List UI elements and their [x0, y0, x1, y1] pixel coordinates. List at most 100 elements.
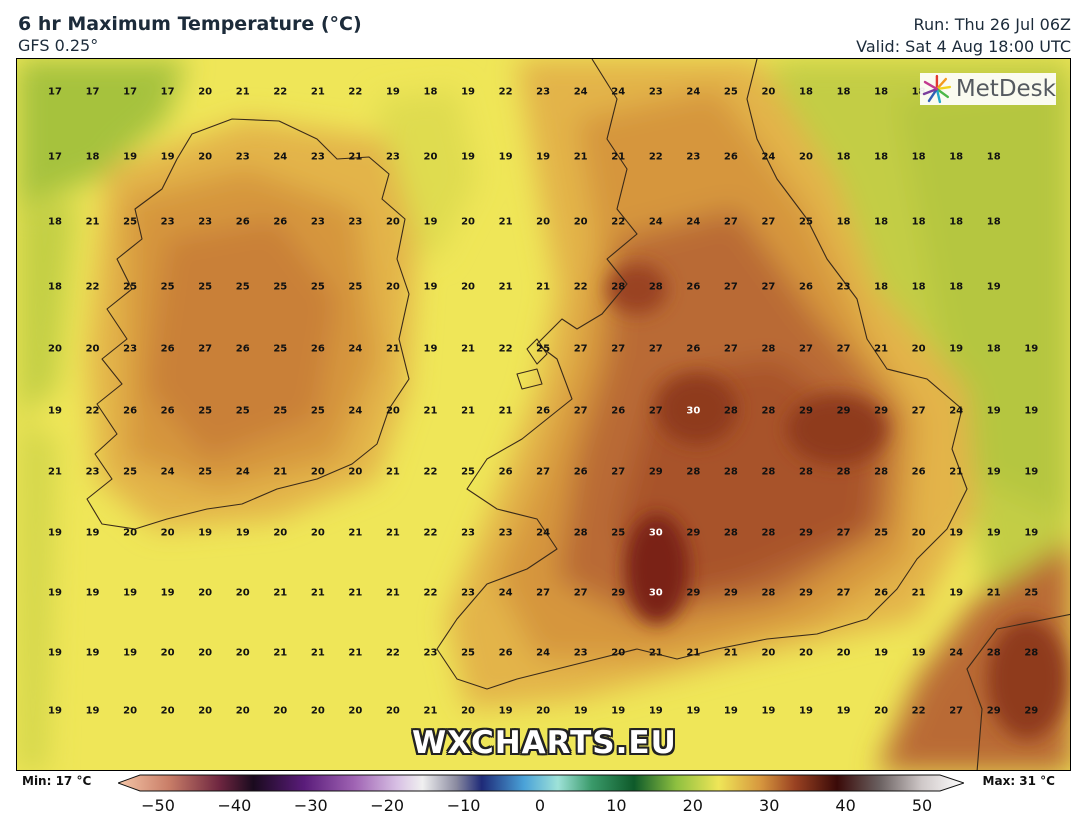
temperature-value: 23: [235, 151, 250, 163]
temperature-value: 19: [48, 405, 62, 417]
temperature-value: 28: [761, 587, 776, 599]
temperature-value: 23: [123, 343, 138, 355]
scale-tick-label: −20: [370, 796, 405, 815]
temperature-value: 27: [836, 343, 851, 355]
temperature-value: 26: [611, 405, 626, 417]
temperature-value: 23: [498, 527, 513, 539]
temperature-value: 20: [123, 705, 138, 717]
temperature-value: 27: [761, 281, 776, 293]
temperature-value: 28: [723, 405, 738, 417]
temperature-value: 20: [385, 405, 400, 417]
temperature-value: 20: [348, 466, 363, 478]
temperature-value: 27: [536, 466, 551, 478]
temperature-value: 19: [85, 647, 100, 659]
temperature-value: 27: [911, 405, 926, 417]
temperature-value: 17: [85, 86, 100, 98]
temperature-value: 18: [48, 281, 62, 293]
temperature-value: 26: [235, 343, 250, 355]
scale-tick-label: −10: [446, 796, 481, 815]
temperature-value: 23: [648, 86, 663, 98]
temperature-value: 19: [1024, 343, 1039, 355]
temperature-value: 19: [986, 466, 1001, 478]
temperature-value: 20: [874, 705, 889, 717]
temperature-value: 21: [385, 466, 400, 478]
temperature-value: 21: [723, 647, 738, 659]
temperature-value: 28: [836, 466, 851, 478]
scale-tick-label: 20: [682, 796, 703, 815]
temperature-value: 21: [385, 587, 400, 599]
temperature-value: 23: [461, 527, 476, 539]
temperature-value: 25: [273, 343, 288, 355]
temperature-value: 21: [611, 151, 626, 163]
temperature-value: 20: [123, 527, 138, 539]
temperature-value: 24: [348, 343, 363, 355]
temperature-value: 26: [911, 466, 926, 478]
temperature-value: 20: [310, 527, 325, 539]
temperature-value: 21: [498, 281, 513, 293]
temperature-value: 24: [273, 151, 288, 163]
temperature-value: 28: [723, 466, 738, 478]
temperature-value: 20: [273, 527, 288, 539]
temperature-value: 20: [310, 705, 325, 717]
temperature-value: 18: [911, 151, 926, 163]
temperature-value: 20: [198, 587, 213, 599]
temperature-value: 22: [423, 527, 438, 539]
temperature-value: 19: [48, 705, 62, 717]
temperature-value: 19: [986, 527, 1001, 539]
temperature-value: 19: [461, 151, 476, 163]
temperature-value: 26: [723, 151, 738, 163]
temperature-value: 28: [761, 466, 776, 478]
temperature-value: 25: [310, 281, 325, 293]
temperature-value: 22: [498, 86, 513, 98]
temperature-value: 20: [385, 281, 400, 293]
temperature-value: 18: [799, 86, 813, 98]
temperature-value: 25: [198, 466, 213, 478]
model-label: GFS 0.25°: [18, 36, 99, 55]
temperature-value: 21: [986, 587, 1001, 599]
temperature-value: 27: [949, 705, 964, 717]
temperature-value: 20: [160, 705, 175, 717]
temperature-value: 21: [235, 86, 250, 98]
temperature-value: 19: [123, 647, 138, 659]
temperature-value: 19: [799, 705, 813, 717]
temperature-value: 21: [348, 587, 363, 599]
temperature-value: 21: [461, 343, 476, 355]
temperature-value: 25: [123, 466, 138, 478]
temperature-value: 24: [686, 216, 701, 228]
temperature-value: 19: [949, 343, 964, 355]
temperature-value: 19: [48, 527, 62, 539]
temperature-value: 22: [385, 647, 400, 659]
temperature-value: 21: [949, 466, 964, 478]
temperature-value: 21: [423, 405, 438, 417]
temperature-value: 19: [1024, 527, 1039, 539]
temperature-value: 26: [160, 343, 175, 355]
temperature-value: 28: [723, 527, 738, 539]
temperature-value: 19: [498, 151, 513, 163]
temperature-value: 25: [273, 281, 288, 293]
temperature-value: 23: [536, 86, 551, 98]
temperature-value: 26: [686, 343, 701, 355]
temperature-value: 29: [799, 527, 813, 539]
temperature-value: 19: [1024, 405, 1039, 417]
color-scale-bar: [118, 774, 964, 792]
temperature-value: 22: [423, 466, 438, 478]
temperature-value: 19: [874, 647, 889, 659]
coastline: [86, 59, 1070, 770]
temperature-value: 18: [836, 86, 851, 98]
temperature-value: 26: [273, 216, 288, 228]
temperature-value: 19: [686, 705, 701, 717]
temperature-value: 23: [573, 647, 588, 659]
temperature-value: 25: [874, 527, 889, 539]
temperature-value: 22: [573, 281, 588, 293]
temperature-value: 30: [648, 587, 663, 599]
temperature-value: 29: [799, 587, 813, 599]
temperature-value: 18: [949, 151, 964, 163]
metdesk-logo-text: MetDesk: [955, 76, 1056, 102]
temperature-value: 19: [48, 587, 62, 599]
temperature-value: 27: [723, 216, 738, 228]
temperature-value: 18: [949, 216, 964, 228]
temperature-value: 24: [235, 466, 250, 478]
temperature-value: 21: [348, 151, 363, 163]
temperature-value: 20: [198, 151, 213, 163]
temperature-value: 21: [273, 647, 288, 659]
